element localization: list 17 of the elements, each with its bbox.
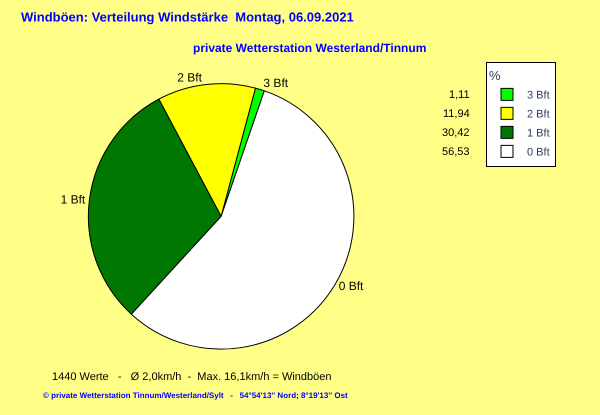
chart-title: Windböen: Verteilung Windstärke Montag, 06.09.2021: [21, 10, 354, 25]
legend-label: 0 Bft: [527, 146, 550, 159]
legend-label: 1 Bft: [527, 128, 550, 140]
data-label: 56,53: [442, 146, 470, 158]
slice-label: 0 Bft: [338, 279, 364, 294]
text: © private Wetterstation Tinnum/Westerland/Sylt - 54°54'13'' Nord; 8°19'13'' Ost: [43, 391, 348, 400]
slice-label: 3 Bft: [263, 76, 289, 90]
slice-label: 2 Bft: [177, 70, 203, 85]
data-label: 30,42: [442, 127, 470, 139]
chart-subtitle: private Wetterstation Westerland/Tinnum: [193, 41, 426, 55]
data-label: 1,11: [449, 89, 470, 101]
data-label: 11,94: [443, 108, 470, 120]
legend-label: 3 Bft: [527, 90, 550, 102]
legend-title: %: [489, 68, 501, 83]
legend-label: 2 Bft: [527, 108, 550, 121]
text: 1440 Werte - Ø 2,0km/h - Max. 16,1km/h = Windböen: [52, 371, 332, 383]
slice-label: 1 Bft: [60, 192, 86, 206]
